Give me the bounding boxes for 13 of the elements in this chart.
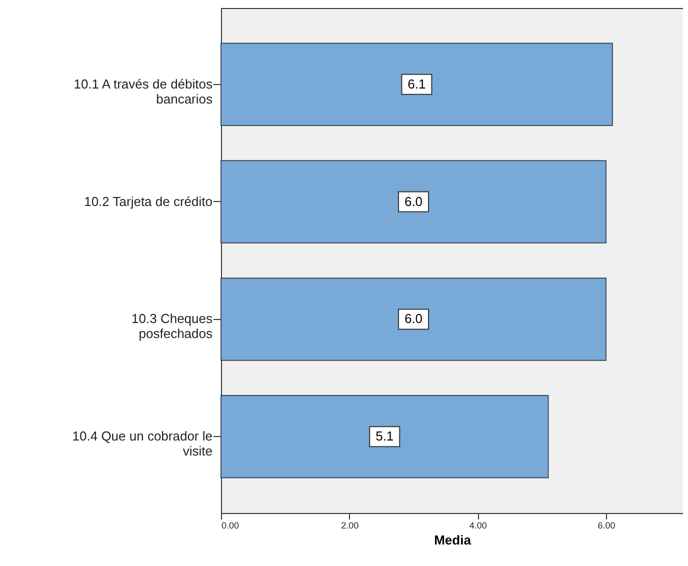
- data-label: 6.0: [404, 194, 423, 209]
- x-tick-label: 2.00: [341, 520, 359, 530]
- data-label: 5.1: [376, 428, 394, 444]
- y-tick-label: 10.4 Que un cobrador le visite: [72, 428, 212, 459]
- data-label: 6.1: [408, 76, 426, 92]
- data-label: 6.0: [404, 311, 423, 326]
- y-tick-label: 10.1 A través de débitos bancarios: [74, 76, 213, 106]
- x-tick-label: 0.00: [222, 520, 240, 530]
- y-tick-label: 10.3 Cheques posfechados: [132, 311, 213, 342]
- x-tick-label: 4.00: [469, 520, 487, 530]
- y-tick-label: 10.2 Tarjeta de crédito: [84, 194, 212, 209]
- x-tick-label: 6.00: [598, 520, 616, 530]
- x-axis-title: Media: [434, 532, 472, 548]
